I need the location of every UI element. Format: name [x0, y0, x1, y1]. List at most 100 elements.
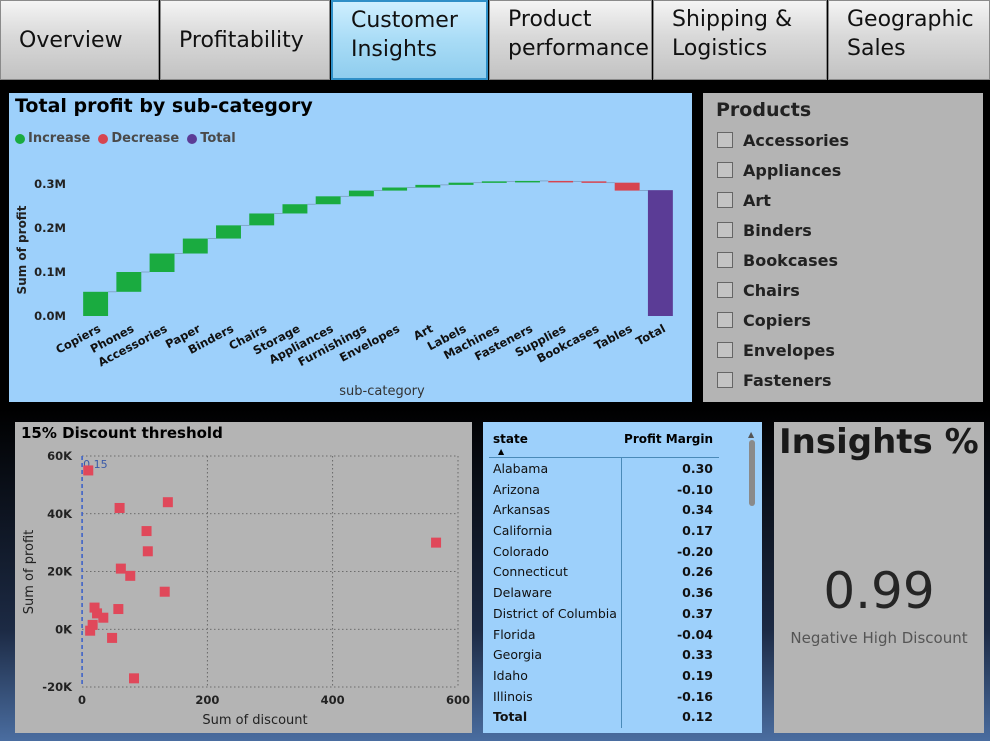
tab-product-performance[interactable]: Product performance [489, 0, 652, 80]
waterfall-increase-bar[interactable] [83, 291, 109, 316]
slicer-item[interactable]: Accessories [717, 125, 967, 155]
scatter-chart-panel[interactable]: 15% Discount threshold -20K 0K 20K 40K 60K 0 2… [15, 422, 472, 733]
scatter-point[interactable] [113, 604, 124, 615]
y-tick-label: 20K [47, 565, 73, 579]
slicer-item[interactable]: Bookcases [717, 245, 967, 275]
y-axis-label: Sum of profit [15, 205, 29, 294]
checkbox[interactable] [717, 312, 733, 328]
waterfall-decrease-bar[interactable] [614, 182, 640, 191]
column-header-state[interactable]: state [493, 432, 528, 446]
sort-asc-icon: ▲ [498, 447, 505, 456]
table-row[interactable]: Alabama 0.30 [489, 458, 719, 479]
table-row[interactable]: California 0.17 [489, 520, 719, 541]
table-cell-state: Delaware [493, 585, 552, 601]
table-row[interactable]: Delaware 0.36 [489, 582, 719, 603]
waterfall-decrease-bar[interactable] [581, 181, 607, 183]
waterfall-increase-bar[interactable] [216, 225, 241, 239]
tab-geographic-sales[interactable]: Geographic Sales [828, 0, 990, 80]
checkbox[interactable] [717, 222, 733, 238]
scatter-point[interactable] [141, 526, 152, 537]
waterfall-increase-bar[interactable] [348, 190, 374, 197]
slicer-item-label: Appliances [743, 160, 842, 180]
legend-label: Decrease [111, 131, 180, 146]
legend-item-total[interactable]: Total [187, 131, 236, 146]
tab-profitability[interactable]: Profitability [160, 0, 330, 80]
waterfall-increase-bar[interactable] [182, 238, 208, 254]
slicer-item[interactable]: Envelopes [717, 335, 967, 365]
waterfall-increase-bar[interactable] [116, 272, 142, 292]
table-row[interactable]: Georgia 0.33 [489, 644, 719, 665]
slicer-item[interactable]: Appliances [717, 155, 967, 185]
waterfall-total-bar[interactable] [647, 190, 673, 316]
table-row[interactable]: Connecticut 0.26 [489, 561, 719, 582]
scatter-point[interactable] [89, 602, 100, 613]
checkbox[interactable] [717, 192, 733, 208]
legend-item-increase[interactable]: Increase [15, 131, 90, 146]
checkbox[interactable] [717, 282, 733, 298]
waterfall-increase-bar[interactable] [515, 180, 540, 183]
table-row[interactable]: Colorado -0.20 [489, 541, 719, 562]
scatter-point[interactable] [159, 586, 170, 597]
checkbox[interactable] [717, 132, 733, 148]
waterfall-increase-bar[interactable] [282, 204, 308, 214]
waterfall-increase-bar[interactable] [448, 182, 474, 185]
scatter-point[interactable] [107, 632, 118, 643]
card-value: 0.99 [823, 562, 935, 620]
table-scrollbar[interactable]: ▲ [746, 428, 758, 728]
scroll-up-icon[interactable]: ▲ [748, 430, 755, 439]
scatter-point[interactable] [142, 546, 153, 557]
scatter-point[interactable] [87, 619, 98, 630]
tab-overview[interactable]: Overview [0, 0, 159, 80]
scatter-point[interactable] [98, 612, 109, 623]
card-title: Insights % [779, 422, 979, 462]
slicer-item[interactable]: Fasteners [717, 365, 967, 395]
checkbox[interactable] [717, 252, 733, 268]
scatter-point[interactable] [85, 625, 96, 636]
scatter-point[interactable] [431, 537, 442, 548]
tab-label: Geographic [847, 7, 974, 32]
slicer-item[interactable]: Chairs [717, 275, 967, 305]
scatter-point[interactable] [162, 497, 173, 508]
scatter-point[interactable] [129, 673, 140, 684]
table-row[interactable]: Idaho 0.19 [489, 665, 719, 686]
waterfall-decrease-bar[interactable] [548, 180, 574, 183]
table-total-row: Total 0.12 [489, 706, 719, 727]
table-row[interactable]: Arizona -0.10 [489, 479, 719, 500]
scatter-point[interactable] [114, 502, 125, 513]
y-tick-label: 0.2M [34, 221, 66, 235]
slicer-item[interactable]: Copiers [717, 305, 967, 335]
waterfall-increase-bar[interactable] [415, 184, 441, 188]
table-cell-state: Alabama [493, 461, 549, 476]
scatter-point[interactable] [125, 570, 136, 581]
slicer-item[interactable]: Art [717, 185, 967, 215]
waterfall-increase-bar[interactable] [382, 187, 408, 191]
waterfall-chart-panel[interactable]: Total profit by sub-category Increase De… [9, 93, 692, 402]
table-row[interactable]: Florida -0.04 [489, 624, 719, 645]
scatter-point[interactable] [92, 608, 103, 619]
tab-shipping-logistics[interactable]: Shipping & Logistics [653, 0, 827, 80]
chart-title: 15% Discount threshold [21, 424, 223, 442]
slicer-item-label: Accessories [743, 130, 849, 150]
scroll-thumb[interactable] [749, 440, 755, 506]
column-header-profit-margin[interactable]: Profit Margin [624, 432, 713, 446]
checkbox[interactable] [717, 162, 733, 178]
tab-customer-insights[interactable]: Customer Insights [331, 0, 488, 80]
table-row[interactable]: District of Columbia 0.37 [489, 603, 719, 624]
slicer-item[interactable]: Binders [717, 215, 967, 245]
table-row[interactable]: Illinois -0.16 [489, 686, 719, 707]
waterfall-increase-bar[interactable] [315, 196, 341, 205]
checkbox[interactable] [717, 372, 733, 388]
scatter-point[interactable] [115, 563, 126, 574]
checkbox[interactable] [717, 342, 733, 358]
tab-label: Customer [351, 8, 458, 33]
slicer-item-label: Copiers [743, 310, 811, 330]
waterfall-increase-bar[interactable] [149, 253, 175, 272]
waterfall-increase-bar[interactable] [249, 213, 275, 226]
waterfall-increase-bar[interactable] [481, 181, 507, 183]
tab-bar: Overview Profitability Customer Insights … [0, 0, 990, 82]
table-cell-profit-margin: 0.30 [682, 461, 713, 476]
scatter-point[interactable] [83, 465, 94, 476]
table-row[interactable]: Arkansas 0.34 [489, 499, 719, 520]
y-tick-label: 0.3M [34, 177, 66, 191]
legend-item-decrease[interactable]: Decrease [98, 131, 179, 146]
